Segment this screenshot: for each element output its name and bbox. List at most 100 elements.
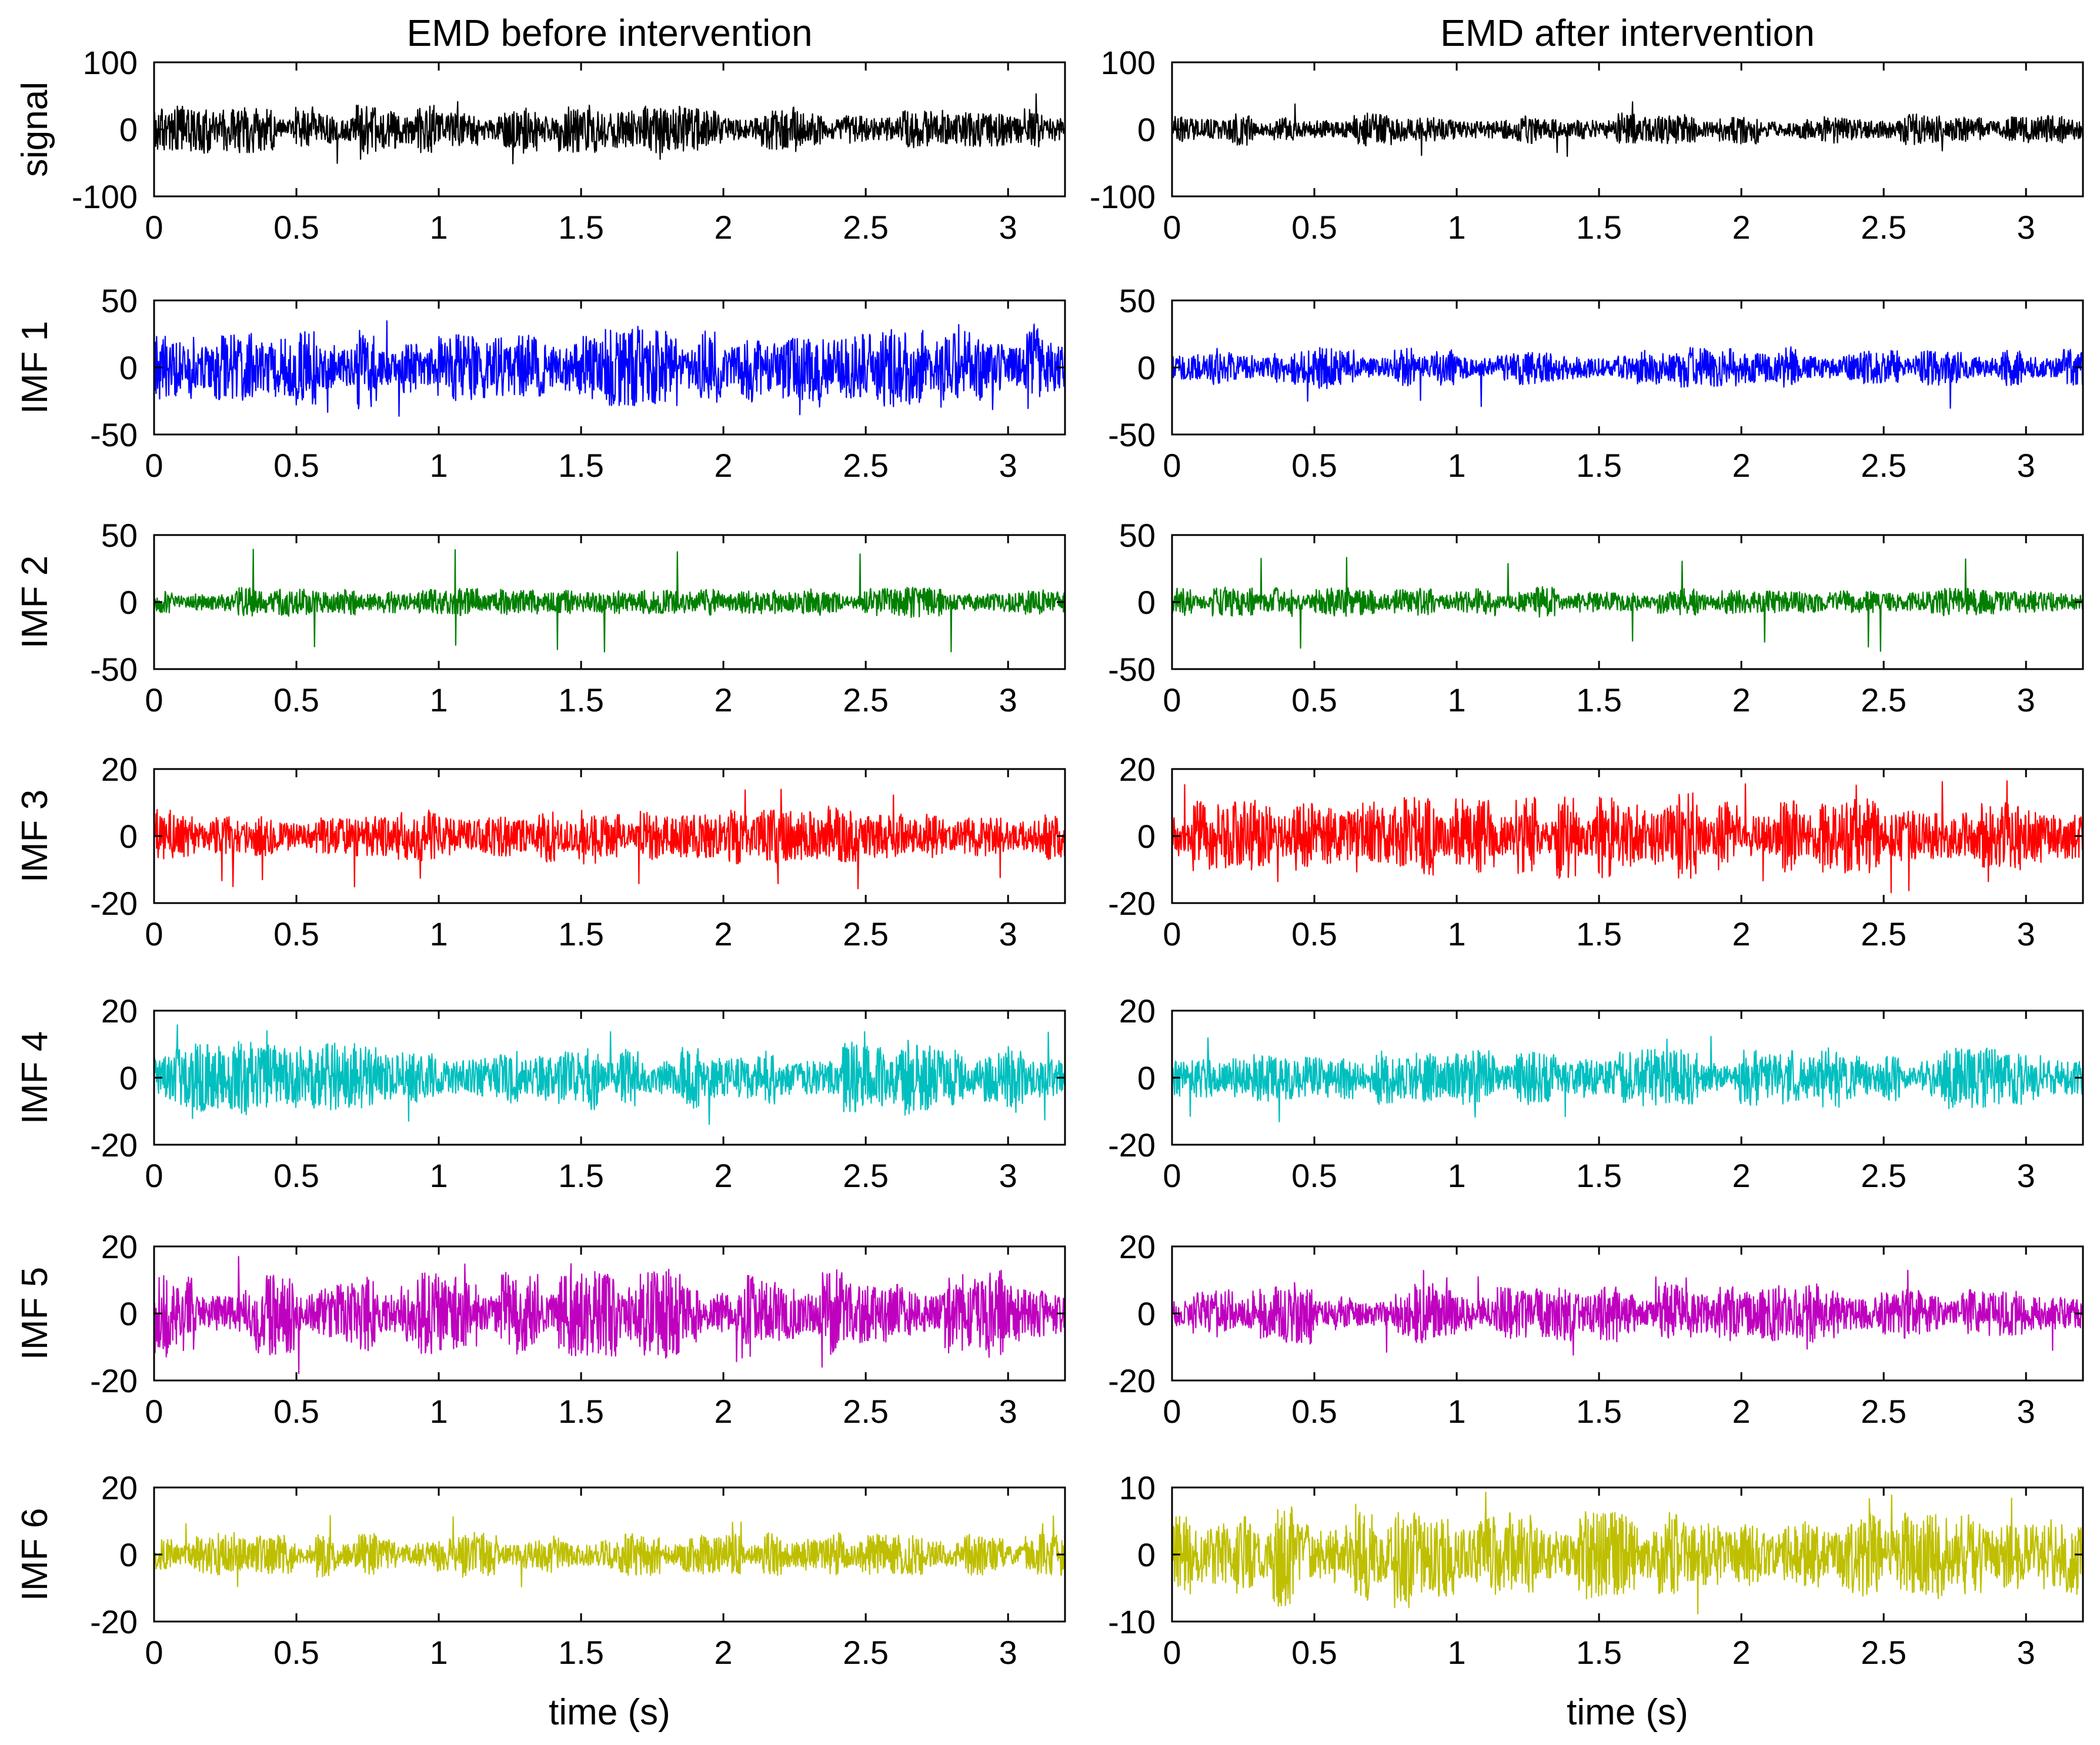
x-tick-label: 0 [1163,447,1181,484]
panel-imf-6-before [153,1486,1066,1623]
x-tick-label: 0 [145,681,163,718]
x-tick-label: 2 [1732,447,1751,484]
x-tick-label: 2 [1732,915,1751,952]
y-tick-label: -50 [1108,651,1156,688]
y-tick-label: 0 [1137,111,1156,148]
x-tick-label: 2 [1732,681,1751,718]
x-tick-label: 3 [999,209,1017,246]
y-tick-label: -50 [1108,416,1156,453]
x-tick-label: 2.5 [1861,915,1907,952]
x-tick-label: 0.5 [273,447,319,484]
panel-imf-3-after [1171,768,2084,904]
y-tick-label: 0 [1137,1295,1156,1332]
x-tick-label: 2 [715,1393,733,1430]
x-tick-label: 1 [1447,915,1465,952]
x-tick-label: 2 [715,915,733,952]
panel-imf-4-after [1171,1009,2084,1146]
x-tick-label: 3 [2017,681,2035,718]
x-tick-label: 2.5 [1861,1634,1907,1671]
y-tick-label: 20 [1119,751,1156,788]
x-tick-label: 1 [429,209,448,246]
x-tick-label: 1.5 [558,209,604,246]
x-tick-label: 1.5 [558,1393,604,1430]
series-line-imf-2 [1172,557,2083,652]
x-tick-label: 1.5 [558,447,604,484]
series-line-imf-4 [154,1024,1065,1125]
panel-imf-5-before [153,1245,1066,1382]
series-line-signal [154,93,1065,165]
x-tick-label: 1 [429,1634,448,1671]
row-label-imf-1: IMF 1 [15,321,55,414]
series-line-imf-2 [154,549,1065,653]
x-tick-label: 3 [2017,1634,2035,1671]
x-tick-label: 3 [2017,447,2035,484]
series-line-imf-5 [1172,1269,2083,1356]
x-tick-label: 0.5 [273,1634,319,1671]
panel-imf-4-before [153,1009,1066,1146]
x-tick-label: 1.5 [1576,447,1622,484]
x-tick-label: 1 [1447,1393,1465,1430]
y-tick-label: 0 [1137,349,1156,386]
row-label-imf-5: IMF 5 [15,1267,55,1360]
y-tick-label: 0 [1137,584,1156,621]
x-tick-label: 2 [715,1634,733,1671]
x-tick-label: 3 [2017,915,2035,952]
y-tick-label: 0 [119,111,138,148]
x-tick-label: 3 [2017,1393,2035,1430]
y-tick-label: -100 [72,178,138,215]
y-tick-label: 20 [101,751,138,788]
x-tick-label: 1 [1447,209,1465,246]
x-tick-label: 0.5 [273,209,319,246]
x-tick-label: 1 [1447,447,1465,484]
x-tick-label: 3 [2017,209,2035,246]
series-line-imf-1 [1172,346,2083,409]
x-tick-label: 0 [1163,1634,1181,1671]
y-tick-label: 20 [1119,992,1156,1029]
y-tick-label: 0 [119,1059,138,1097]
x-tick-label: 0 [1163,915,1181,952]
x-tick-label: 2 [715,209,733,246]
row-label-imf-2: IMF 2 [15,556,55,648]
x-tick-label: 0.5 [273,1393,319,1430]
row-label-imf-3: IMF 3 [15,790,55,882]
x-tick-label: 0 [145,1634,163,1671]
panel-imf-2-before [153,534,1066,670]
x-tick-label: 0.5 [273,1157,319,1194]
x-tick-label: 0.5 [1291,915,1337,952]
x-tick-label: 0.5 [1291,1157,1337,1194]
y-tick-label: 20 [101,1469,138,1506]
panel-imf-1-after [1171,299,2084,436]
y-tick-label: -20 [90,1126,138,1164]
x-tick-label: 1.5 [558,915,604,952]
row-label-signal: signal [15,82,55,177]
row-label-imf-4: IMF 4 [15,1031,55,1124]
y-tick-label: -10 [1108,1603,1156,1640]
x-tick-label: 2.5 [1861,209,1907,246]
x-tick-label: 3 [2017,1157,2035,1194]
column-title-before: EMD before intervention [406,12,812,54]
x-tick-label: 2 [1732,1634,1751,1671]
x-tick-label: 1.5 [1576,1157,1622,1194]
x-tick-label: 1 [429,1157,448,1194]
x-tick-label: 3 [999,1634,1017,1671]
y-tick-label: 0 [119,1536,138,1573]
x-tick-label: 0.5 [1291,1393,1337,1430]
series-line-imf-4 [1172,1035,2083,1123]
y-tick-label: 0 [1137,1059,1156,1097]
y-tick-label: -20 [90,885,138,922]
series-line-imf-3 [154,788,1065,890]
x-tick-label: 1.5 [558,681,604,718]
panel-imf-3-before [153,768,1066,904]
x-tick-label: 2.5 [1861,1393,1907,1430]
y-tick-label: -50 [90,651,138,688]
y-tick-label: -50 [90,416,138,453]
series-line-imf-6 [154,1515,1065,1587]
y-tick-label: -20 [1108,1126,1156,1164]
panel-signal-after [1171,61,2084,198]
x-tick-label: 1.5 [1576,209,1622,246]
y-tick-label: 100 [1101,44,1156,81]
x-tick-label: 1 [429,447,448,484]
x-tick-label: 1 [1447,1157,1465,1194]
y-tick-label: 100 [83,44,138,81]
y-tick-label: 10 [1119,1469,1156,1506]
